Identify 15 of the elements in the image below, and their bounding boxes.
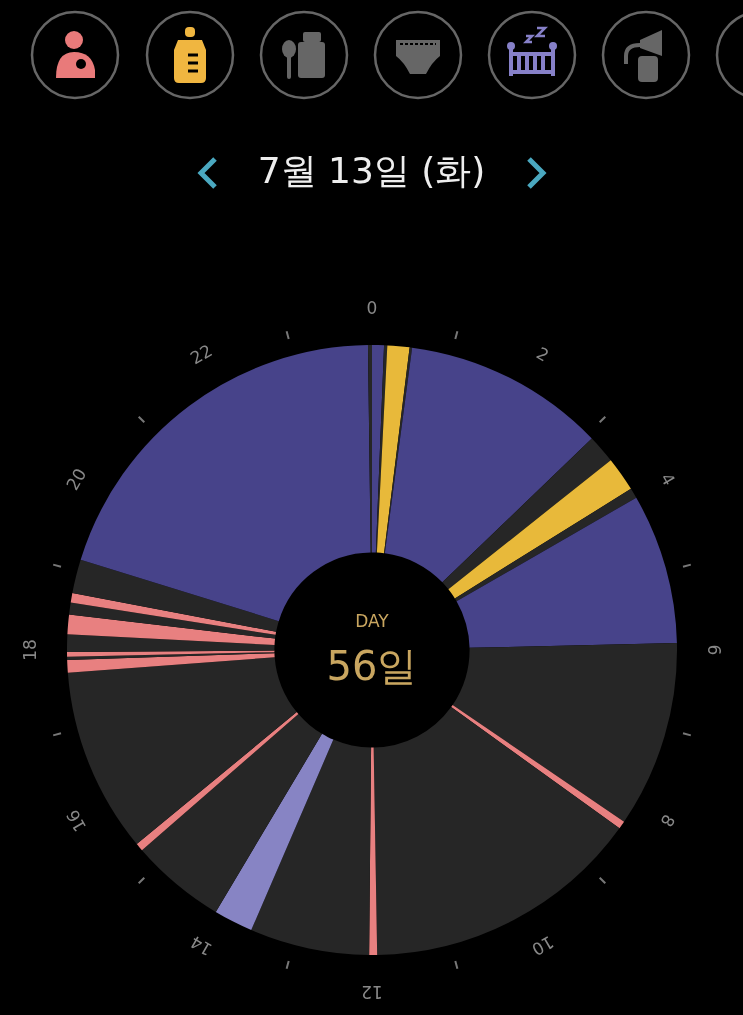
text: 16	[62, 806, 91, 836]
chart-title: 7월 13일 (화)	[256, 149, 487, 193]
text: 2	[533, 342, 553, 366]
text: 6	[703, 644, 724, 656]
text: 4	[656, 469, 680, 489]
text: 20	[62, 464, 91, 494]
text: 14	[186, 931, 216, 960]
text: 0	[366, 298, 378, 319]
text: 10	[528, 931, 558, 960]
text: 56일	[326, 643, 418, 690]
text: 8	[656, 811, 680, 831]
text: 18	[20, 639, 41, 661]
text: 12	[361, 981, 383, 1002]
text: 22	[186, 340, 216, 369]
text: DAY	[355, 611, 390, 632]
